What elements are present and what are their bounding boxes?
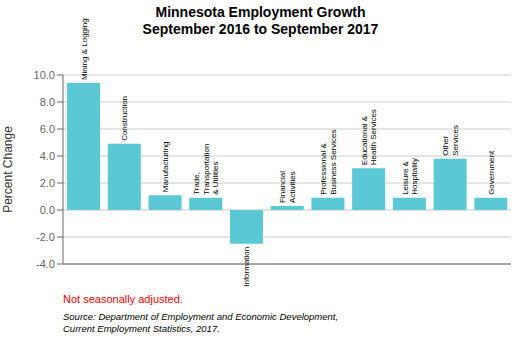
svg-text:Mining & Logging: Mining & Logging [79,18,88,80]
svg-text:-2.0: -2.0 [36,231,55,243]
svg-text:Professional &Business Service: Professional &Business Services [319,129,338,194]
svg-text:Construction: Construction [120,96,129,141]
svg-text:0.0: 0.0 [40,204,55,216]
svg-text:Educational &Health Services: Educational &Health Services [359,109,378,165]
html-text:Not seasonally adjusted.: Not seasonally adjusted. [63,293,183,305]
svg-text:Manufacturing: Manufacturing [161,141,170,192]
html-text:Minnesota Employment Growth Se: Minnesota Employment Growth September 20… [142,4,379,37]
svg-text:6.0: 6.0 [40,123,55,135]
svg-text:4.0: 4.0 [40,150,55,162]
svg-text:Trade,Transportation& Utilitie: Trade,Transportation& Utilities [192,144,220,195]
svg-text:-4.0: -4.0 [36,258,55,270]
svg-text:OtherServices: OtherServices [441,125,460,156]
svg-text:FinancialActivities: FinancialActivities [278,171,297,203]
svg-text:8.0: 8.0 [40,96,55,108]
svg-text:10.0: 10.0 [34,69,55,81]
svg-text:2.0: 2.0 [40,177,55,189]
svg-text:Percent Change: Percent Change [1,126,15,213]
html-text:Source: Department of Employme: Source: Department of Employment and Eco… [63,311,339,334]
svg-text:Leisure &Hospitality: Leisure &Hospitality [400,158,419,195]
svg-text:Information: Information [242,247,251,287]
svg-text:Government: Government [486,150,495,195]
